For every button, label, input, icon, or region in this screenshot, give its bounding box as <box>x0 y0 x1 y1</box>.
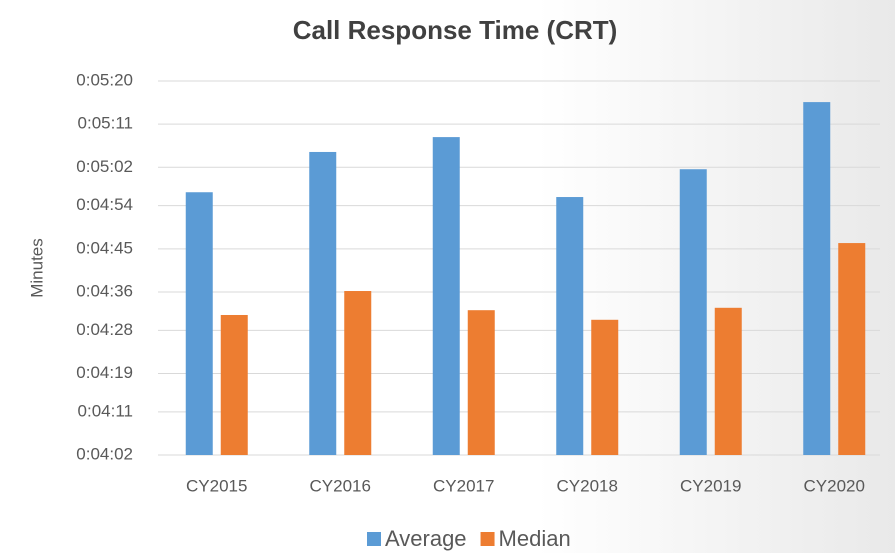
x-tick-label: CY2019 <box>680 476 741 495</box>
bar <box>838 243 866 455</box>
y-tick-label: 0:04:19 <box>76 363 133 382</box>
bar <box>220 314 248 455</box>
legend-label: Median <box>499 526 571 551</box>
y-tick-label: 0:04:02 <box>76 444 133 463</box>
y-tick-label: 0:04:36 <box>76 281 133 300</box>
bar <box>803 102 831 455</box>
bar <box>185 192 213 455</box>
legend-swatch <box>367 532 381 546</box>
y-tick-label: 0:05:02 <box>76 157 133 176</box>
legend-label: Average <box>385 526 467 551</box>
x-tick-label: CY2016 <box>310 476 371 495</box>
bar <box>556 197 584 456</box>
x-tick-label: CY2018 <box>557 476 618 495</box>
y-tick-label: 0:04:11 <box>78 401 133 420</box>
x-tick-label: CY2020 <box>804 476 865 495</box>
bar <box>432 137 460 455</box>
bar <box>591 319 619 455</box>
y-axis-label: Minutes <box>27 238 46 298</box>
bar <box>679 169 707 455</box>
x-tick-label: CY2015 <box>186 476 247 495</box>
y-tick-label: 0:04:28 <box>76 320 133 339</box>
bar <box>344 291 372 455</box>
bar <box>467 310 495 455</box>
chart-title: Call Response Time (CRT) <box>293 15 618 45</box>
y-tick-label: 0:04:54 <box>76 195 133 214</box>
legend-swatch <box>480 532 495 546</box>
bar <box>309 151 337 455</box>
y-tick-label: 0:04:45 <box>76 238 133 257</box>
y-tick-label: 0:05:11 <box>78 114 133 133</box>
y-tick-label: 0:05:20 <box>76 70 133 89</box>
x-tick-label: CY2017 <box>433 476 494 495</box>
bar <box>714 307 742 455</box>
